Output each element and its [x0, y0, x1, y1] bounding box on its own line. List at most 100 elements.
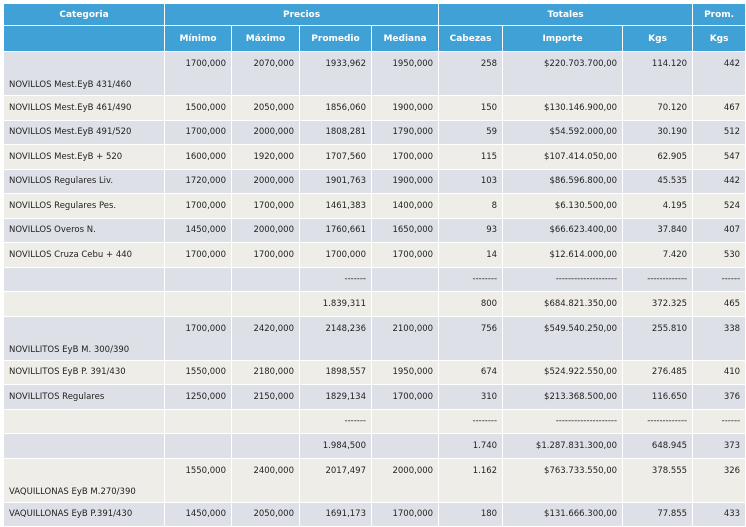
cell-prom-kgs: 433	[692, 501, 746, 527]
cell-minimo: 1700,000	[164, 315, 232, 361]
cell-mediana	[370, 433, 440, 459]
cell-cabezas: 756	[438, 315, 504, 361]
cell-importe: $684.821.350,00	[502, 291, 624, 317]
cell-importe: $131.666.300,00	[502, 501, 624, 527]
cell-prom-kgs: 512	[692, 119, 746, 145]
cell-kgs: 30.190	[622, 119, 694, 145]
cell-prom-kgs: 524	[692, 193, 746, 219]
cell-categoria	[3, 291, 165, 317]
header-cabezas: Cabezas	[438, 25, 504, 52]
cell-maximo: 2420,000	[231, 315, 300, 361]
table-row: NOVILLOS Regulares Liv. 1720,000 2000,000 1…	[3, 168, 746, 194]
cell-prom-kgs: 530	[692, 242, 746, 268]
header-precios: Precios	[163, 3, 440, 26]
cell-prom-kgs: ------	[692, 266, 746, 292]
header-prom-kgs: Kgs	[692, 25, 746, 52]
cell-categoria: NOVILLOS Regulares Liv.	[3, 168, 165, 194]
cell-maximo: 1700,000	[231, 242, 300, 268]
cell-cabezas: 1.740	[438, 433, 504, 459]
cell-maximo: 2050,000	[231, 95, 300, 121]
cell-minimo	[164, 433, 232, 459]
cell-promedio: 1901,763	[299, 168, 372, 194]
table-row: VAQUILLONAS EyB M.270/390 1550,000 2400,00…	[3, 457, 746, 503]
cell-minimo: 1700,000	[164, 51, 232, 96]
cell-promedio: 2148,236	[299, 315, 372, 361]
cell-kgs: -------------	[622, 408, 694, 434]
cell-prom-kgs: 410	[692, 359, 746, 385]
cell-cabezas: 180	[438, 501, 504, 527]
cell-prom-kgs: 326	[692, 457, 746, 503]
cell-maximo: 1700,000	[231, 193, 300, 219]
cell-categoria: NOVILLITOS EyB P. 391/430	[3, 359, 165, 385]
cell-promedio: 1461,383	[299, 193, 372, 219]
cell-maximo	[231, 291, 300, 317]
cell-maximo: 2050,000	[231, 501, 300, 527]
cell-importe: $107.414.050,00	[502, 144, 624, 170]
cell-cabezas: 103	[438, 168, 504, 194]
cell-cabezas: 14	[438, 242, 504, 268]
cell-categoria: NOVILLOS Mest.EyB 431/460	[3, 51, 165, 96]
cell-kgs: 37.840	[622, 217, 694, 243]
cell-kgs: 4.195	[622, 193, 694, 219]
cell-importe: $1.287.831.300,00	[502, 433, 624, 459]
cell-importe: $220.703.700,00	[502, 51, 624, 96]
cell-importe: $213.368.500,00	[502, 384, 624, 410]
cell-promedio: 1.984,500	[299, 433, 372, 459]
cell-prom-kgs: 376	[692, 384, 746, 410]
cell-minimo: 1700,000	[164, 242, 232, 268]
cell-minimo: 1550,000	[164, 457, 232, 503]
cell-kgs: 378.555	[622, 457, 694, 503]
header-minimo: Mínimo	[164, 25, 232, 52]
table-row: VAQUILLONAS EyB P.391/430 1450,000 2050,00…	[3, 501, 746, 527]
cell-prom-kgs: 442	[692, 168, 746, 194]
cell-kgs: 648.945	[622, 433, 694, 459]
cell-prom-kgs: 407	[692, 217, 746, 243]
cell-mediana: 1790,000	[370, 119, 440, 145]
cell-minimo: 1250,000	[164, 384, 232, 410]
cell-categoria: NOVILLOS Cruza Cebu + 440	[3, 242, 165, 268]
cell-importe: $54.592.000,00	[502, 119, 624, 145]
cell-importe: $130.146.900,00	[502, 95, 624, 121]
cell-kgs: 116.650	[622, 384, 694, 410]
cell-minimo: 1600,000	[164, 144, 232, 170]
cell-promedio: 1700,000	[299, 242, 372, 268]
table-row: ------- -------- -------------------- -----…	[3, 408, 746, 434]
cell-minimo: 1700,000	[164, 119, 232, 145]
cell-kgs: 255.810	[622, 315, 694, 361]
cell-maximo	[231, 408, 300, 434]
cell-importe: $524.922.550,00	[502, 359, 624, 385]
cell-categoria: NOVILLOS Mest.EyB 461/490	[3, 95, 165, 121]
cell-cabezas: 258	[438, 51, 504, 96]
cell-promedio: 1829,134	[299, 384, 372, 410]
cell-importe: $12.614.000,00	[502, 242, 624, 268]
cell-prom-kgs: 373	[692, 433, 746, 459]
cell-importe: $86.596.800,00	[502, 168, 624, 194]
cell-promedio: -------	[299, 408, 372, 434]
cell-minimo: 1450,000	[164, 501, 232, 527]
cell-minimo	[164, 291, 232, 317]
cell-promedio: 1760,661	[299, 217, 372, 243]
cell-importe: $6.130.500,00	[502, 193, 624, 219]
cell-prom-kgs: 465	[692, 291, 746, 317]
header-categoria-blank	[3, 25, 165, 52]
cell-maximo: 2150,000	[231, 384, 300, 410]
cell-importe: $549.540.250,00	[502, 315, 624, 361]
header-promedio: Promedio	[299, 25, 372, 52]
cell-cabezas: 93	[438, 217, 504, 243]
header-importe: Importe	[502, 25, 624, 52]
cell-kgs: 70.120	[622, 95, 694, 121]
cell-promedio: 1933,962	[299, 51, 372, 96]
cell-categoria: NOVILLOS Regulares Pes.	[3, 193, 165, 219]
cell-categoria	[3, 266, 165, 292]
cell-mediana	[370, 291, 440, 317]
cell-prom-kgs: 442	[692, 51, 746, 96]
cell-mediana	[370, 408, 440, 434]
cell-categoria	[3, 408, 165, 434]
cell-importe: $66.623.400,00	[502, 217, 624, 243]
table-row: NOVILLITOS EyB P. 391/430 1550,000 2180,00…	[3, 359, 746, 385]
cell-importe: $763.733.550,00	[502, 457, 624, 503]
cell-importe: --------------------	[502, 266, 624, 292]
cell-mediana: 1700,000	[370, 144, 440, 170]
cell-kgs: 77.855	[622, 501, 694, 527]
cell-mediana: 1700,000	[370, 242, 440, 268]
